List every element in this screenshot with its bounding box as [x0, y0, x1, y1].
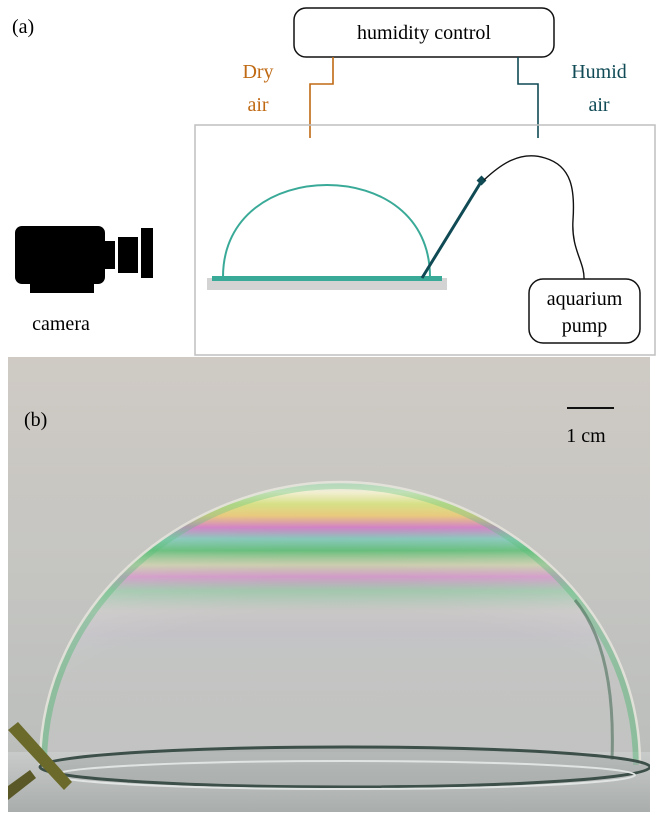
dry-air-label-line1: Dry	[242, 61, 273, 83]
bubble-dome	[222, 183, 431, 278]
chamber-box	[194, 124, 656, 356]
scale-bar-label: 1 cm	[566, 425, 606, 447]
soap-film-base	[212, 276, 442, 281]
bubble-rim	[38, 480, 642, 766]
needle	[420, 181, 483, 279]
photo-needle	[8, 722, 72, 790]
panel-b-photo	[8, 357, 650, 812]
humidity-control-label: humidity control	[357, 22, 491, 44]
pump-hose	[483, 155, 585, 281]
humid-air-label-line1: Humid	[571, 61, 627, 83]
aquarium-pump-label-line1: aquarium	[547, 288, 623, 310]
bubble-base-ring	[38, 745, 650, 789]
panel-a-label: (a)	[12, 16, 34, 38]
humidity-control-box	[293, 7, 555, 58]
needle-tip	[476, 175, 487, 186]
aquarium-pump-box	[528, 278, 641, 344]
humid-air-label-line2: air	[588, 94, 609, 116]
panel-b-label: (b)	[24, 409, 47, 431]
camera-label: camera	[32, 313, 90, 335]
humid-air-line	[517, 57, 539, 138]
camera-icon	[15, 226, 153, 293]
dry-air-line	[309, 57, 334, 138]
dry-air-label-line2: air	[247, 94, 268, 116]
panel-a: (a) humidity control Dry air Humid air a…	[12, 7, 656, 356]
aquarium-pump-label-line2: pump	[562, 315, 608, 337]
